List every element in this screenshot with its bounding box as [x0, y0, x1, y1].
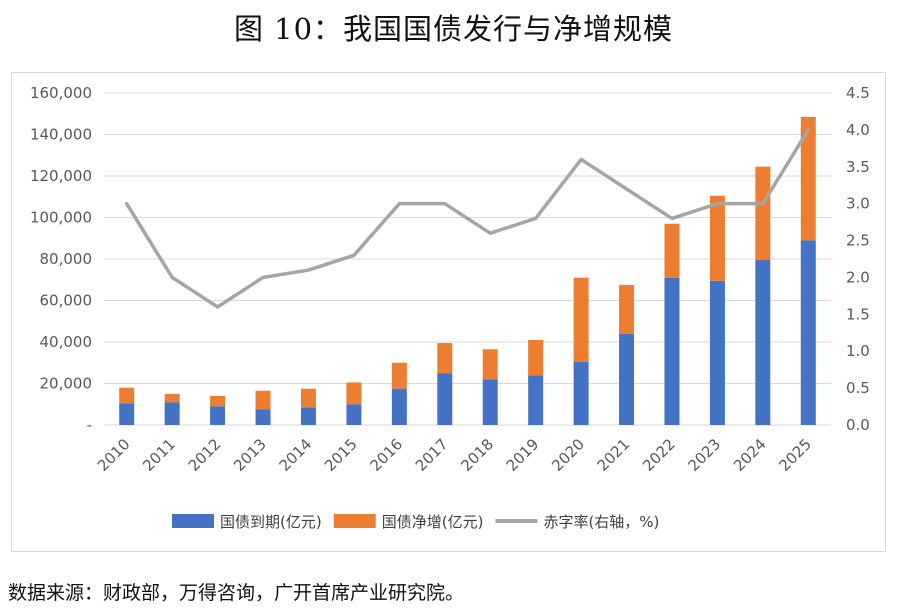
legend-swatch [172, 514, 214, 528]
x-tick-label: 2022 [639, 435, 679, 475]
bar-segment [619, 333, 635, 425]
y-right-tick-label: 4.5 [846, 84, 870, 102]
x-tick-label: 2012 [185, 435, 225, 475]
x-tick-label: 2024 [730, 435, 770, 475]
bar-segment [482, 379, 498, 425]
source-note: 数据来源：财政部，万得咨询，广开首席产业研究院。 [8, 582, 465, 604]
bar-segment [664, 223, 680, 278]
bar-segment [437, 373, 453, 425]
x-tick-label: 2015 [321, 435, 361, 475]
x-tick-label: 2011 [139, 435, 179, 475]
bar-segment [664, 277, 680, 425]
x-tick-label: 2016 [366, 435, 406, 475]
bar-segment [437, 343, 453, 374]
y-left-tick-label: 60,000 [40, 292, 93, 310]
x-tick-label: 2017 [412, 435, 452, 475]
y-right-tick-label: 2.0 [846, 268, 870, 286]
y-right-tick-label: 2.5 [846, 232, 870, 250]
y-left-tick-label: 120,000 [30, 167, 92, 185]
y-left-tick-label: 40,000 [40, 333, 93, 351]
x-tick-label: 2020 [548, 435, 588, 475]
chart-title: 图 10：我国国债发行与净增规模 [233, 12, 674, 46]
bar-segment [391, 362, 407, 389]
y-left-tick-label: 20,000 [40, 375, 93, 393]
x-tick-label: 2018 [457, 435, 497, 475]
legend-label: 赤字率(右轴，%) [543, 513, 659, 531]
legend-label: 国债净增(亿元) [382, 513, 484, 531]
bar-segment [119, 403, 135, 425]
bar-segment [119, 387, 135, 404]
x-tick-label: 2021 [594, 435, 634, 475]
bar-segment [709, 195, 725, 281]
bar-segment [346, 404, 362, 425]
bar-segment [528, 339, 544, 376]
y-right-tick-label: 0.0 [846, 416, 870, 434]
bar-segment [300, 407, 316, 425]
legend-label: 国债到期(亿元) [220, 513, 322, 531]
x-tick-label: 2025 [775, 435, 815, 475]
chart-frame [11, 72, 886, 552]
legend-swatch [333, 514, 376, 528]
y-left-tick-label: 160,000 [30, 84, 92, 102]
bar-segment [255, 409, 271, 425]
bar-segment [164, 402, 180, 425]
deficit-rate-line [124, 128, 811, 309]
bar-segment [573, 277, 589, 362]
y-right-tick-label: 1.0 [846, 342, 870, 360]
bar-segment [573, 361, 589, 425]
bar-segment [210, 395, 226, 407]
y-left-tick-label: 80,000 [40, 250, 93, 268]
bar-segment [482, 349, 498, 380]
bar-segment [800, 240, 816, 425]
y-right-tick-label: 0.5 [846, 379, 870, 397]
bar-segment [346, 382, 362, 405]
y-right-tick-label: 3.5 [846, 158, 870, 176]
x-tick-label: 2010 [94, 435, 134, 475]
x-tick-label: 2014 [276, 435, 316, 475]
y-right-tick-label: 3.0 [846, 195, 870, 213]
bar-segment [709, 280, 725, 425]
y-left-tick-label: 140,000 [30, 126, 92, 144]
x-tick-label: 2013 [230, 435, 270, 475]
x-tick-label: 2019 [503, 435, 543, 475]
bar-segment [255, 390, 271, 410]
bar-segment [300, 388, 316, 408]
y-left-tick-label: - [87, 416, 92, 434]
bar-segment [619, 284, 635, 334]
x-tick-label: 2023 [685, 435, 725, 475]
bar-segment [164, 393, 180, 403]
bar-segment [800, 116, 816, 241]
y-right-tick-label: 4.0 [846, 121, 870, 139]
bar-segment [391, 388, 407, 425]
y-right-tick-label: 1.5 [846, 305, 870, 323]
bar-segment [210, 406, 226, 425]
bar-segment [528, 375, 544, 425]
y-left-tick-label: 100,000 [30, 209, 92, 227]
bar-segment [755, 166, 771, 261]
bar-segment [755, 260, 771, 425]
